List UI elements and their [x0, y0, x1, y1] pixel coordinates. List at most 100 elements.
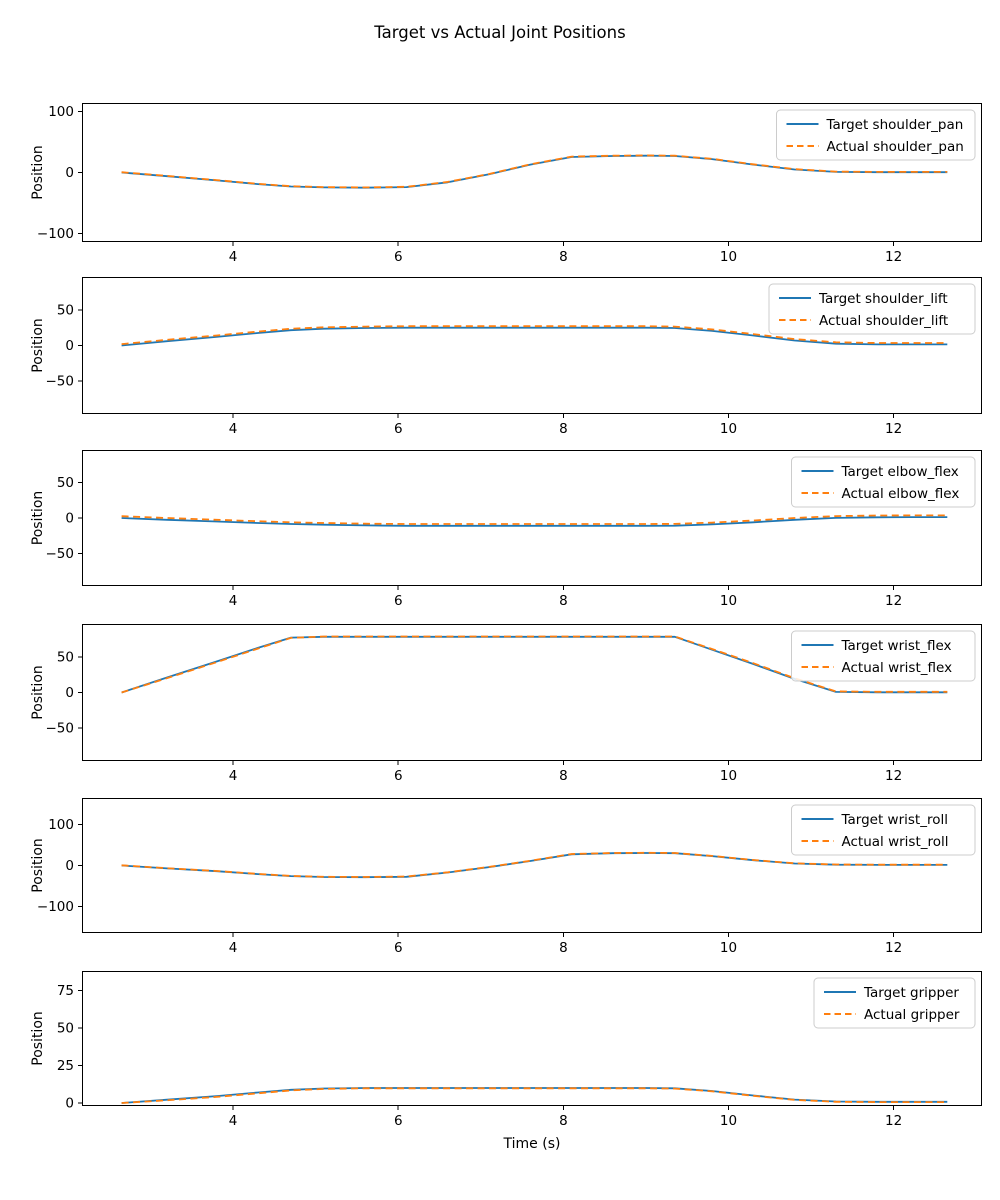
- x-axis-label: Time (s): [503, 1136, 561, 1152]
- axes-frame: [82, 103, 982, 242]
- subplot-wrist_flex: −50 0 50 4 6 8 10 12 Position Target wrist_flex Ac…: [30, 624, 982, 784]
- axes-frame: [82, 624, 982, 761]
- y-tick-label: 50: [57, 1021, 74, 1037]
- x-tick-label: 4: [229, 249, 238, 265]
- figure-title: Target vs Actual Joint Positions: [374, 23, 626, 42]
- y-axis-label: Position: [30, 1011, 46, 1066]
- legend-label: Actual wrist_roll: [842, 834, 949, 850]
- subplot-wrist_roll: −100 0 100 4 6 8 10 12 Position Target wrist_roll…: [30, 798, 982, 956]
- legend-box: [813, 977, 976, 1029]
- series-line-actual-shoulder_lift: [121, 325, 948, 345]
- legend: Target shoulder_pan Actual shoulder_pan: [776, 109, 976, 161]
- y-tick-label: −50: [46, 546, 75, 562]
- axes-frame: [82, 971, 982, 1106]
- x-tick-label: 10: [720, 940, 737, 956]
- y-tick-label: 0: [65, 165, 74, 181]
- y-tick-label: 50: [57, 649, 74, 665]
- x-tick-label: 8: [559, 768, 568, 784]
- y-tick-label: −50: [46, 374, 75, 390]
- legend: Target shoulder_lift Actual shoulder_lift: [768, 283, 976, 335]
- x-tick-label: 12: [885, 421, 902, 437]
- y-tick-label: 50: [57, 302, 74, 318]
- x-tick-label: 10: [720, 249, 737, 265]
- x-tick-label: 6: [394, 940, 403, 956]
- legend-label: Target wrist_flex: [841, 638, 952, 654]
- y-tick-label: −100: [37, 226, 74, 242]
- x-tick-label: 6: [394, 593, 403, 609]
- y-tick-label: 0: [65, 1096, 74, 1112]
- y-tick-label: 0: [65, 511, 74, 527]
- x-tick-label: 10: [720, 593, 737, 609]
- y-tick-label: −50: [46, 721, 75, 737]
- x-tick-label: 8: [559, 249, 568, 265]
- legend-label: Actual shoulder_lift: [819, 313, 948, 329]
- y-tick-label: 0: [65, 338, 74, 354]
- legend-box: [776, 109, 976, 161]
- axes-frame: [82, 277, 982, 414]
- legend: Target wrist_flex Actual wrist_flex: [791, 630, 976, 682]
- legend-label: Target shoulder_pan: [826, 117, 964, 133]
- x-tick-label: 10: [720, 1113, 737, 1129]
- legend-label: Actual wrist_flex: [842, 660, 953, 676]
- legend-label: Target wrist_roll: [841, 812, 949, 828]
- legend-box: [768, 283, 976, 335]
- legend-label: Actual gripper: [864, 1007, 960, 1023]
- x-tick-label: 12: [885, 593, 902, 609]
- legend-label: Actual shoulder_pan: [827, 139, 964, 155]
- series-line-target-wrist_roll: [121, 852, 948, 879]
- legend-label: Actual elbow_flex: [842, 486, 960, 502]
- y-tick-label: 0: [65, 858, 74, 874]
- series-line-target-shoulder_lift: [121, 326, 948, 347]
- y-tick-label: 0: [65, 685, 74, 701]
- x-tick-label: 6: [394, 1113, 403, 1129]
- y-tick-label: 100: [48, 817, 74, 833]
- y-axis-label: Position: [30, 318, 46, 373]
- series-line-actual-wrist_roll: [121, 851, 948, 878]
- legend: Target elbow_flex Actual elbow_flex: [791, 456, 976, 508]
- x-tick-label: 10: [720, 768, 737, 784]
- legend-box: [791, 456, 976, 508]
- x-tick-label: 8: [559, 421, 568, 437]
- y-tick-label: 25: [57, 1058, 74, 1074]
- y-tick-label: 50: [57, 475, 74, 491]
- y-tick-label: 100: [48, 104, 74, 120]
- axes-frame: [82, 798, 982, 933]
- x-tick-label: 6: [394, 421, 403, 437]
- series-line-actual-elbow_flex: [121, 514, 948, 525]
- y-axis-label: Position: [30, 491, 46, 546]
- x-tick-label: 12: [885, 940, 902, 956]
- x-tick-label: 8: [559, 593, 568, 609]
- y-axis-label: Position: [30, 145, 46, 200]
- series-line-actual-gripper: [121, 1087, 948, 1104]
- x-tick-label: 4: [229, 940, 238, 956]
- subplot-gripper: 0 25 50 75 4 6 8 10 12 Position Target gripper Actu…: [30, 971, 982, 1152]
- legend-label: Target elbow_flex: [841, 464, 959, 480]
- legend-box: [791, 804, 976, 856]
- subplot-shoulder_lift: −50 0 50 4 6 8 10 12 Position Target shoulder_lif…: [30, 277, 982, 437]
- series-line-actual-shoulder_pan: [121, 154, 948, 189]
- series-line-target-elbow_flex: [121, 516, 948, 527]
- x-tick-label: 10: [720, 421, 737, 437]
- series-line-actual-wrist_flex: [121, 635, 948, 694]
- y-tick-label: 75: [57, 983, 74, 999]
- x-tick-label: 4: [229, 593, 238, 609]
- legend-label: Target shoulder_lift: [818, 291, 948, 307]
- x-tick-label: 4: [229, 768, 238, 784]
- y-axis-label: Position: [30, 665, 46, 720]
- x-tick-label: 12: [885, 249, 902, 265]
- x-tick-label: 4: [229, 421, 238, 437]
- x-tick-label: 6: [394, 768, 403, 784]
- subplot-shoulder_pan: −100 0 100 4 6 8 10 12 Position Target shoulder_p…: [30, 103, 982, 265]
- y-axis-label: Position: [30, 838, 46, 893]
- legend: Target gripper Actual gripper: [813, 977, 976, 1029]
- legend-label: Target gripper: [863, 985, 959, 1001]
- x-tick-label: 6: [394, 249, 403, 265]
- legend: Target wrist_roll Actual wrist_roll: [791, 804, 976, 856]
- x-tick-label: 12: [885, 1113, 902, 1129]
- axes-frame: [82, 450, 982, 586]
- subplot-elbow_flex: −50 0 50 4 6 8 10 12 Position Target elbow_flex Ac…: [30, 450, 982, 609]
- x-tick-label: 8: [559, 940, 568, 956]
- x-tick-label: 12: [885, 768, 902, 784]
- legend-box: [791, 630, 976, 682]
